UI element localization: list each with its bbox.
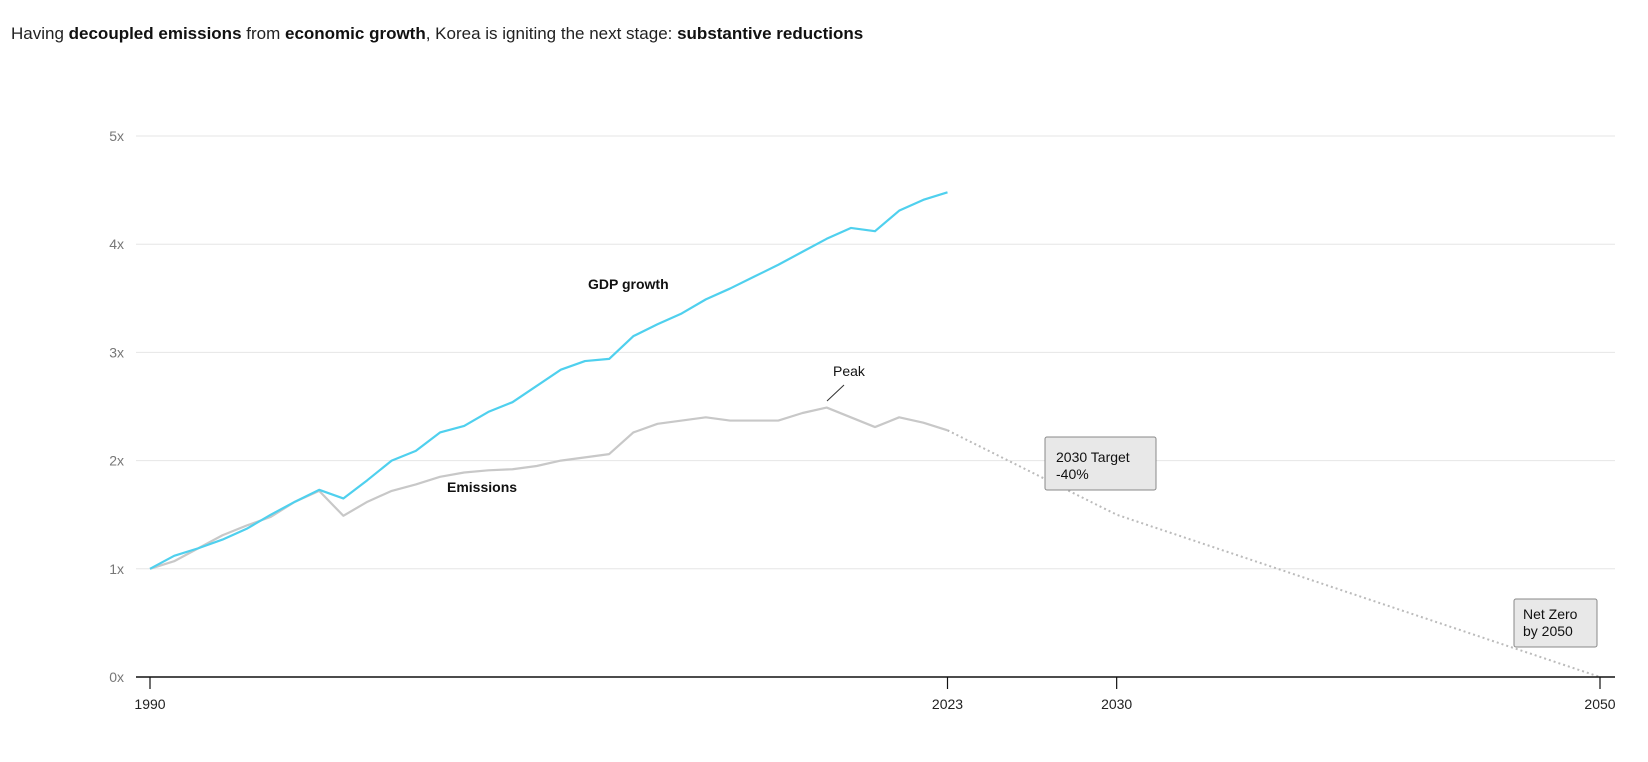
y-tick-label: 0x	[109, 669, 124, 685]
peak-leader-line	[826, 384, 845, 402]
series-label-emissions: Emissions	[447, 479, 517, 495]
series-line-gdp	[149, 191, 948, 570]
y-tick-label: 3x	[109, 344, 124, 360]
peak-label: Peak	[833, 363, 866, 379]
target-2030-box: 2030 Target -40%	[1044, 436, 1157, 491]
title-segment: substantive reductions	[677, 24, 864, 43]
title-segment: economic growth	[284, 24, 426, 43]
y-tick-label: 4x	[109, 236, 124, 252]
x-tick-label: 1990	[134, 696, 165, 712]
target-2030-line1: 2030 Target	[1056, 449, 1130, 465]
target-2030-line2: -40%	[1056, 466, 1089, 482]
y-tick-label: 2x	[109, 453, 124, 469]
y-tick-label: 1x	[109, 561, 124, 577]
series-label-gdp: GDP growth	[588, 276, 669, 292]
net-zero-line2: by 2050	[1523, 623, 1573, 639]
y-tick-label: 5x	[109, 128, 124, 144]
x-tick-label: 2030	[1101, 696, 1132, 712]
x-tick-label: 2023	[932, 696, 963, 712]
title-segment: from	[241, 24, 285, 43]
title-segment: decoupled emissions	[68, 24, 242, 43]
net-zero-box: Net Zero by 2050	[1513, 598, 1598, 648]
title-segment: Having	[11, 24, 69, 43]
chart-title: Having decoupled emissions from economic…	[11, 24, 863, 44]
series-line-emissions	[149, 406, 948, 570]
net-zero-line1: Net Zero	[1523, 606, 1578, 622]
title-segment: , Korea is igniting the next stage:	[425, 24, 678, 43]
x-tick-label: 2050	[1584, 696, 1615, 712]
